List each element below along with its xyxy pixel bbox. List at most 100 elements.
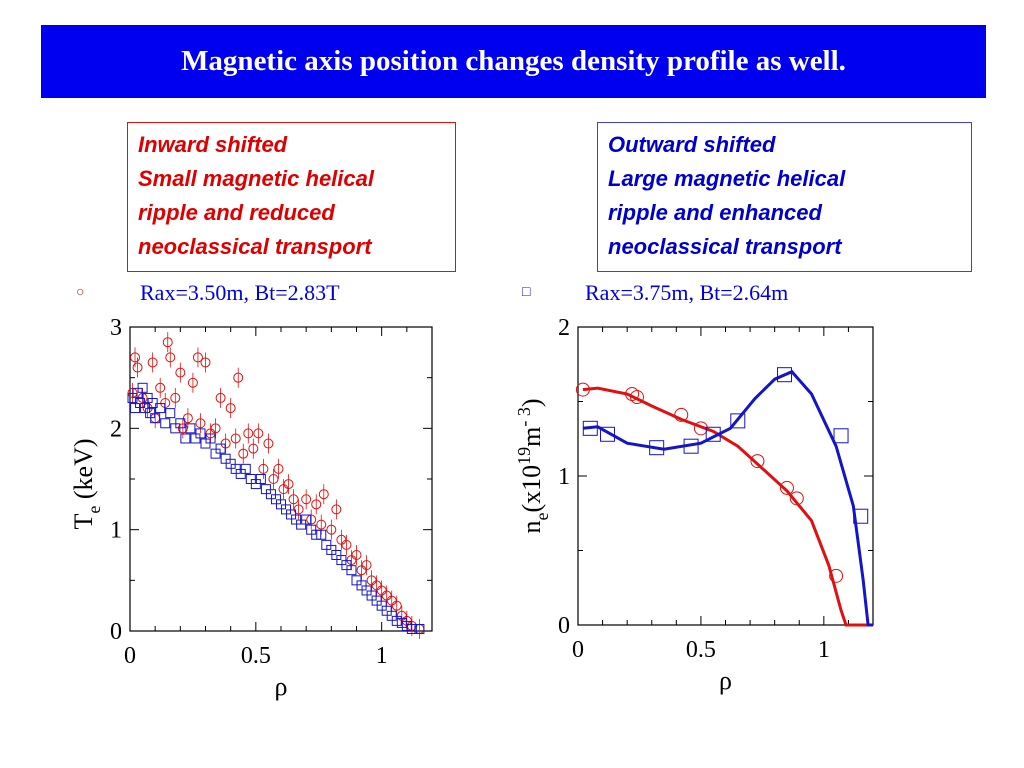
data-point-circle [160,398,171,408]
y-tick-label: 2 [110,416,122,442]
data-point-circle [192,352,203,363]
data-point-circle [750,454,765,469]
data-point-circle [182,413,193,424]
inward-note-line-4: neoclassical transport [138,234,372,259]
data-point-square [291,514,302,525]
data-point-circle [132,362,143,373]
data-point-circle [205,428,216,439]
data-point-square [649,440,665,456]
data-point-circle [789,491,804,506]
y-label-main: n [517,521,546,534]
series-line-1 [582,369,873,627]
data-point-circle [253,428,264,439]
data-point-circle [162,337,173,348]
data-point-circle [283,479,294,490]
data-point-circle [316,519,327,530]
plot-frame [577,326,874,626]
data-point-circle [155,382,166,393]
data-point-square [777,367,792,383]
data-point-circle [630,390,644,405]
data-point-square [130,403,141,414]
y-label-subscript: e [532,513,552,521]
data-point-circle [326,524,337,535]
data-point-circle [220,438,231,449]
data-point-square [225,458,236,469]
data-point-circle [195,418,206,429]
title-banner: Magnetic axis position changes density p… [41,25,986,98]
data-point-circle [187,377,198,388]
data-point-circle [301,494,312,505]
y-tick-label: 0 [558,613,570,639]
y-axis-label-text: Te (keV) [69,438,104,529]
data-point-square [137,382,148,393]
data-point-square [331,550,342,560]
data-point-square [346,565,357,576]
data-point-square [683,438,699,454]
data-point-square [270,494,281,505]
data-point-circle [693,421,708,436]
data-point-square [306,524,317,535]
y-label-main: T [69,514,98,530]
data-point-circle [165,352,176,363]
y-label-prefix: (x10 [517,465,546,513]
x-tick-label: 0.5 [241,643,271,669]
data-point-square [155,403,166,414]
data-point-square [301,514,312,525]
data-point-square [371,595,382,606]
data-point-square [132,387,143,398]
data-point-circle [233,372,244,383]
data-point-circle [258,463,269,474]
data-point-square [205,433,216,444]
data-point-square [705,426,721,442]
data-point-square [147,398,158,408]
legend-circle-marker: ○ [76,285,85,300]
y-label-unit: m [517,427,546,447]
outward-note-line-2: Large magnetic helical [608,166,846,191]
x-tick-label: 1 [818,637,830,663]
data-point-square [165,408,176,419]
data-point-square [180,433,191,444]
data-point-square [600,426,615,442]
data-point-circle [376,585,387,596]
data-point-circle [127,387,138,398]
data-point-square [853,508,869,524]
data-point-circle [170,392,181,403]
chart-electron-density: 0 0.5 1 0 1 2 ρ ne(x1019m- 3) [514,315,874,695]
data-point-square [142,392,153,403]
series-line-0 [582,386,873,627]
x-tick-label: 0 [124,643,136,669]
data-point-circle [137,392,148,403]
data-point-circle [341,539,352,550]
data-point-circle [210,423,221,434]
data-point-square [255,474,266,484]
data-point-circle [177,423,188,434]
data-point-square [376,600,387,611]
data-point-square [582,420,598,436]
data-point-circle [779,480,794,495]
data-point-circle [381,590,392,601]
data-point-circle [268,474,279,484]
data-point-square [296,519,307,530]
data-point-circle [351,550,362,560]
data-point-square [351,575,362,586]
inward-shifted-note: Inward shifted Small magnetic helical ri… [127,122,456,272]
y-label-unit: (keV) [69,438,98,505]
data-point-circle [230,433,241,444]
data-point-circle [331,504,342,515]
data-point-square [391,615,402,626]
data-point-square [356,580,367,591]
x-axis-label: ρ [719,666,732,695]
data-point-square [396,617,407,628]
data-point-circle [273,463,284,474]
data-point-square [190,433,201,444]
data-point-square [175,418,186,429]
y-tick-label: 1 [558,464,570,490]
data-point-circle [575,382,590,397]
y-tick-label: 1 [110,518,122,544]
data-point-square [230,463,241,474]
outward-note-line-1: Outward shifted [608,132,776,157]
page-title: Magnetic axis position changes density p… [181,45,846,77]
data-point-circle [361,560,372,571]
data-point-circle [263,438,274,449]
data-point-square [281,504,292,515]
